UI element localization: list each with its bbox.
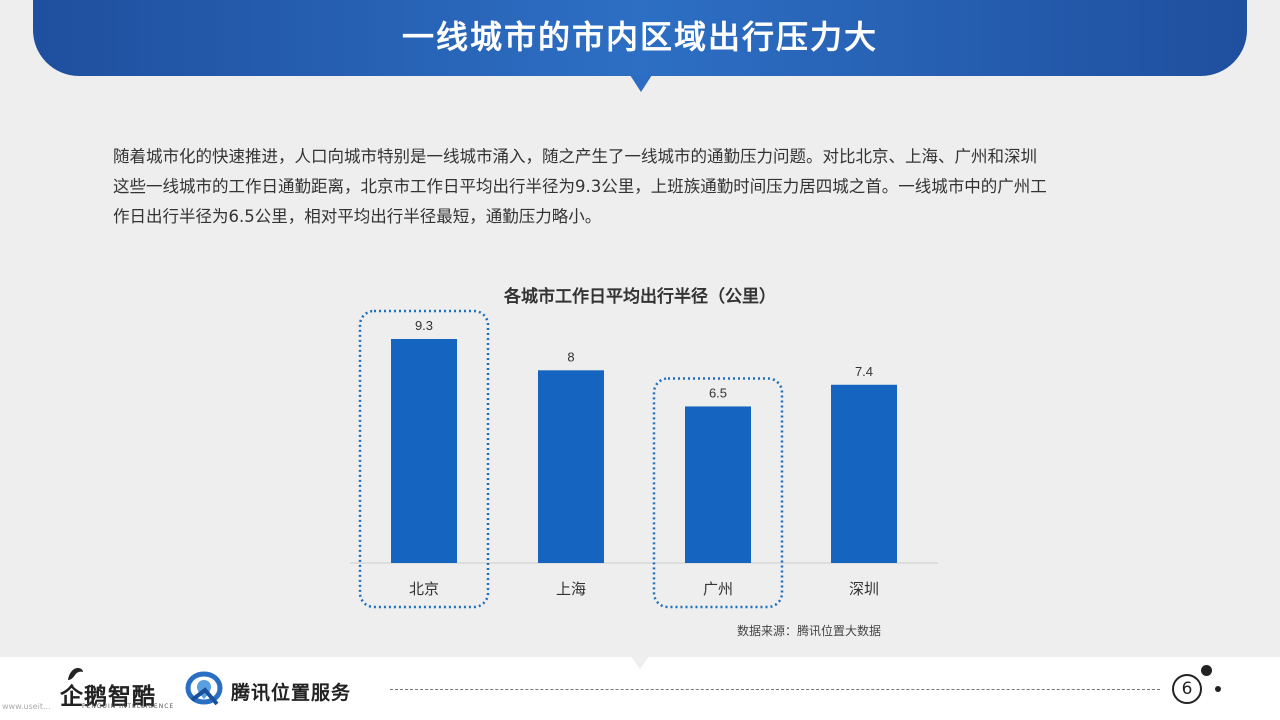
penguin-intelligence-logo: 企鹅智酷 PENGUIN INTELLIGENCE [58,667,173,710]
logo-left-subtext: PENGUIN INTELLIGENCE [82,703,175,710]
logo-left-text: 企鹅智酷 [60,684,156,710]
banner-pointer [630,75,652,92]
chart-title: 各城市工作日平均出行半径（公里） [504,287,776,307]
bar [538,370,604,563]
page-number: 6 [1172,674,1202,704]
decorative-dot [1201,665,1212,676]
category-label: 深圳 [849,580,879,598]
bar-chart: 9.3 北京 8 上海 6.5 广州 7.4 深圳 [350,309,938,609]
bar-value-label: 8 [567,349,574,364]
category-label: 上海 [556,580,586,598]
bar [685,406,751,563]
decorative-dot [1215,686,1221,692]
bar-value-label: 6.5 [709,385,727,400]
penguin-icon [68,668,83,680]
intro-line: 作日出行半径为6.5公里，相对平均出行半径最短，通勤压力略小。 [113,207,602,226]
intro-line: 随着城市化的快速推进，人口向城市特别是一线城市涌入，随之产生了一线城市的通勤压力… [113,147,1037,166]
bar [831,384,897,563]
highlight-box [358,309,490,609]
bar-value-label: 7.4 [855,364,873,379]
bar [391,339,457,563]
intro-line: 这些一线城市的工作日通勤距离，北京市工作日平均出行半径为9.3公里，上班族通勤时… [113,177,1047,196]
header-banner: 一线城市的市内区域出行压力大 [33,0,1247,76]
page-title: 一线城市的市内区域出行压力大 [401,18,878,56]
tencent-location-logo: 腾讯位置服务 [183,670,383,710]
watermark: www.useit... [2,702,51,711]
category-label: 北京 [409,580,439,598]
category-label: 广州 [703,580,733,598]
bar-value-label: 9.3 [415,318,433,333]
footer-pointer [630,655,650,669]
data-source-note: 数据来源：腾讯位置大数据 [737,624,882,638]
intro-paragraph: 随着城市化的快速推进，人口向城市特别是一线城市涌入，随之产生了一线城市的通勤压力… [113,142,1183,232]
logo-right-text: 腾讯位置服务 [231,682,352,704]
footer-divider [390,689,1160,690]
map-location-icon [185,671,223,706]
highlight-box [652,377,784,609]
